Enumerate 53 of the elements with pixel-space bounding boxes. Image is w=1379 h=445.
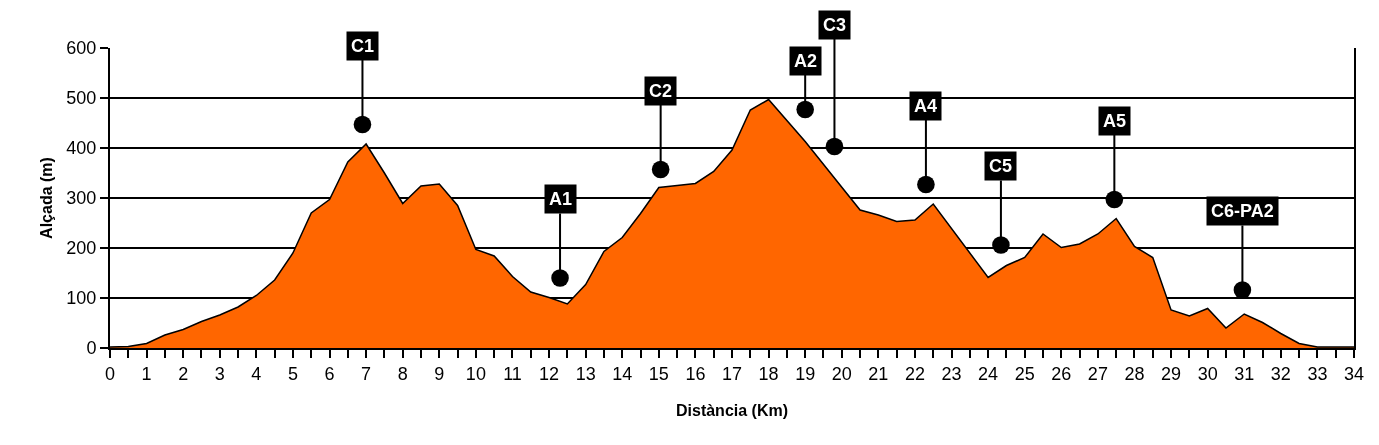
- annotation: C5: [989, 156, 1013, 176]
- x-tick-label: 33: [1307, 363, 1328, 384]
- x-tick-label: 29: [1161, 363, 1182, 384]
- x-tick-label: 4: [251, 363, 262, 384]
- y-tick-label: 300: [66, 188, 97, 209]
- x-tick-label: 11: [503, 363, 522, 384]
- x-tick-label: 25: [1014, 363, 1035, 384]
- y-tick-label: 200: [66, 238, 97, 259]
- x-tick-label: 17: [721, 363, 743, 384]
- x-tick-label: 34: [1343, 363, 1365, 384]
- x-tick-label: 16: [685, 363, 706, 384]
- x-tick-label: 15: [648, 363, 669, 384]
- x-tick-label: 12: [539, 363, 560, 384]
- x-tick-label: 20: [831, 363, 852, 384]
- x-tick-label: 3: [214, 363, 225, 384]
- x-tick-label: 0: [104, 363, 116, 384]
- x-tick-label: 31: [1234, 363, 1255, 384]
- x-tick-label: 10: [465, 363, 486, 384]
- x-tick-label: 22: [904, 363, 925, 384]
- annotation: A2: [794, 51, 818, 71]
- x-tick-label: 26: [1051, 363, 1072, 384]
- x-tick-label: 28: [1124, 363, 1145, 384]
- x-tick-label: 19: [795, 363, 816, 384]
- annotation: C6-PA2: [1211, 201, 1274, 221]
- y-tick-label: 100: [66, 288, 97, 309]
- x-tick-label: 32: [1270, 363, 1291, 384]
- x-tick-label: 6: [324, 363, 335, 384]
- x-tick-label: 30: [1197, 363, 1218, 384]
- x-tick-label: 13: [575, 363, 596, 384]
- x-tick-label: 8: [397, 363, 408, 384]
- x-tick-label: 18: [758, 363, 779, 384]
- x-tick-label: 1: [141, 363, 152, 384]
- x-tick-label: 2: [178, 363, 189, 384]
- y-axis-title: Alçada (m): [37, 157, 55, 239]
- annotation: C3: [823, 15, 847, 35]
- annotation: C1: [351, 36, 375, 56]
- y-tick-label: 0: [86, 338, 97, 359]
- x-tick-label: 27: [1087, 363, 1108, 384]
- x-tick-label: 21: [868, 363, 889, 384]
- x-tick-label: 23: [941, 363, 962, 384]
- annotation: A5: [1103, 111, 1127, 131]
- y-tick-label: 500: [66, 88, 97, 109]
- annotation: A4: [914, 96, 938, 116]
- annotation: C2: [649, 81, 673, 101]
- x-tick-label: 24: [978, 363, 999, 384]
- annotation: A1: [549, 189, 573, 209]
- x-tick-label: 14: [612, 363, 633, 384]
- y-tick-label: 600: [66, 38, 97, 59]
- y-tick-label: 400: [66, 138, 97, 159]
- x-tick-label: 5: [287, 363, 298, 384]
- x-tick-label: 7: [361, 363, 372, 384]
- x-axis-title: Distància (Km): [675, 401, 789, 419]
- x-tick-label: 9: [434, 363, 445, 384]
